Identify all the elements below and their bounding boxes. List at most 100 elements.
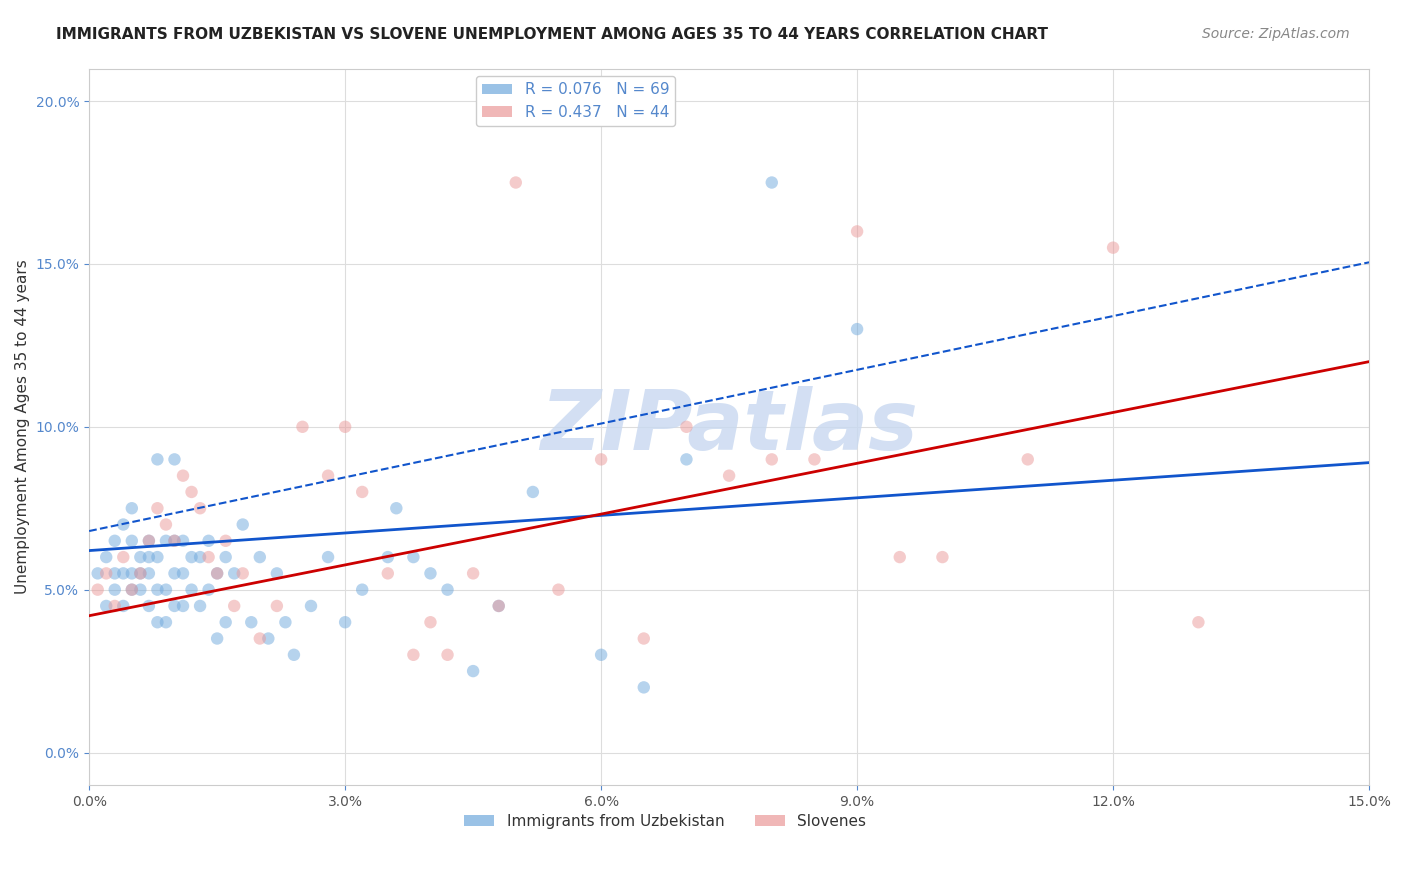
Point — [377, 566, 399, 581]
Point — [675, 452, 697, 467]
Point — [138, 550, 160, 565]
Point — [197, 533, 219, 548]
Point — [163, 566, 186, 581]
Point — [591, 648, 613, 662]
Point — [333, 615, 356, 630]
Point — [104, 566, 127, 581]
Point — [240, 615, 263, 630]
Point — [316, 550, 339, 565]
Point — [488, 599, 510, 613]
Point — [163, 452, 186, 467]
Point — [104, 599, 127, 613]
Point — [163, 533, 186, 548]
Point — [96, 550, 118, 565]
Point — [180, 582, 202, 597]
Point — [803, 452, 825, 467]
Point — [86, 582, 108, 597]
Point — [155, 615, 177, 630]
Point — [205, 566, 228, 581]
Point — [163, 599, 186, 613]
Point — [163, 533, 186, 548]
Point — [129, 566, 152, 581]
Point — [402, 648, 425, 662]
Point — [146, 582, 169, 597]
Legend: Immigrants from Uzbekistan, Slovenes: Immigrants from Uzbekistan, Slovenes — [457, 807, 873, 835]
Point — [249, 550, 271, 565]
Point — [675, 419, 697, 434]
Y-axis label: Unemployment Among Ages 35 to 44 years: Unemployment Among Ages 35 to 44 years — [15, 260, 30, 594]
Point — [129, 582, 152, 597]
Point — [352, 485, 374, 500]
Point — [232, 517, 254, 532]
Point — [180, 485, 202, 500]
Point — [522, 485, 544, 500]
Point — [463, 664, 485, 678]
Point — [266, 599, 288, 613]
Point — [931, 550, 953, 565]
Point — [436, 648, 458, 662]
Point — [1017, 452, 1039, 467]
Point — [463, 566, 485, 581]
Point — [188, 501, 211, 516]
Point — [121, 566, 143, 581]
Point — [138, 599, 160, 613]
Point — [249, 632, 271, 646]
Point — [352, 582, 374, 597]
Point — [121, 533, 143, 548]
Point — [205, 632, 228, 646]
Point — [172, 599, 194, 613]
Point — [205, 566, 228, 581]
Point — [112, 566, 135, 581]
Point — [1187, 615, 1209, 630]
Point — [180, 550, 202, 565]
Point — [104, 582, 127, 597]
Point — [121, 501, 143, 516]
Text: Source: ZipAtlas.com: Source: ZipAtlas.com — [1202, 27, 1350, 41]
Point — [224, 599, 246, 613]
Point — [846, 224, 869, 238]
Point — [316, 468, 339, 483]
Point — [197, 550, 219, 565]
Point — [718, 468, 741, 483]
Point — [291, 419, 314, 434]
Point — [1102, 241, 1125, 255]
Point — [633, 681, 655, 695]
Point — [146, 452, 169, 467]
Point — [419, 615, 441, 630]
Point — [146, 550, 169, 565]
Point — [188, 599, 211, 613]
Point — [146, 501, 169, 516]
Point — [155, 582, 177, 597]
Point — [96, 599, 118, 613]
Point — [761, 176, 783, 190]
Point — [633, 632, 655, 646]
Point — [138, 533, 160, 548]
Point — [224, 566, 246, 581]
Point — [188, 550, 211, 565]
Point — [138, 566, 160, 581]
Point — [402, 550, 425, 565]
Point — [129, 550, 152, 565]
Point — [96, 566, 118, 581]
Point — [761, 452, 783, 467]
Point — [197, 582, 219, 597]
Point — [215, 550, 238, 565]
Point — [121, 582, 143, 597]
Point — [172, 566, 194, 581]
Point — [86, 566, 108, 581]
Point — [547, 582, 569, 597]
Point — [591, 452, 613, 467]
Point — [846, 322, 869, 336]
Text: ZIPatlas: ZIPatlas — [540, 386, 918, 467]
Point — [488, 599, 510, 613]
Point — [274, 615, 297, 630]
Point — [215, 615, 238, 630]
Point — [138, 533, 160, 548]
Point — [232, 566, 254, 581]
Point — [172, 468, 194, 483]
Point — [505, 176, 527, 190]
Point — [146, 615, 169, 630]
Point — [155, 533, 177, 548]
Point — [266, 566, 288, 581]
Point — [283, 648, 305, 662]
